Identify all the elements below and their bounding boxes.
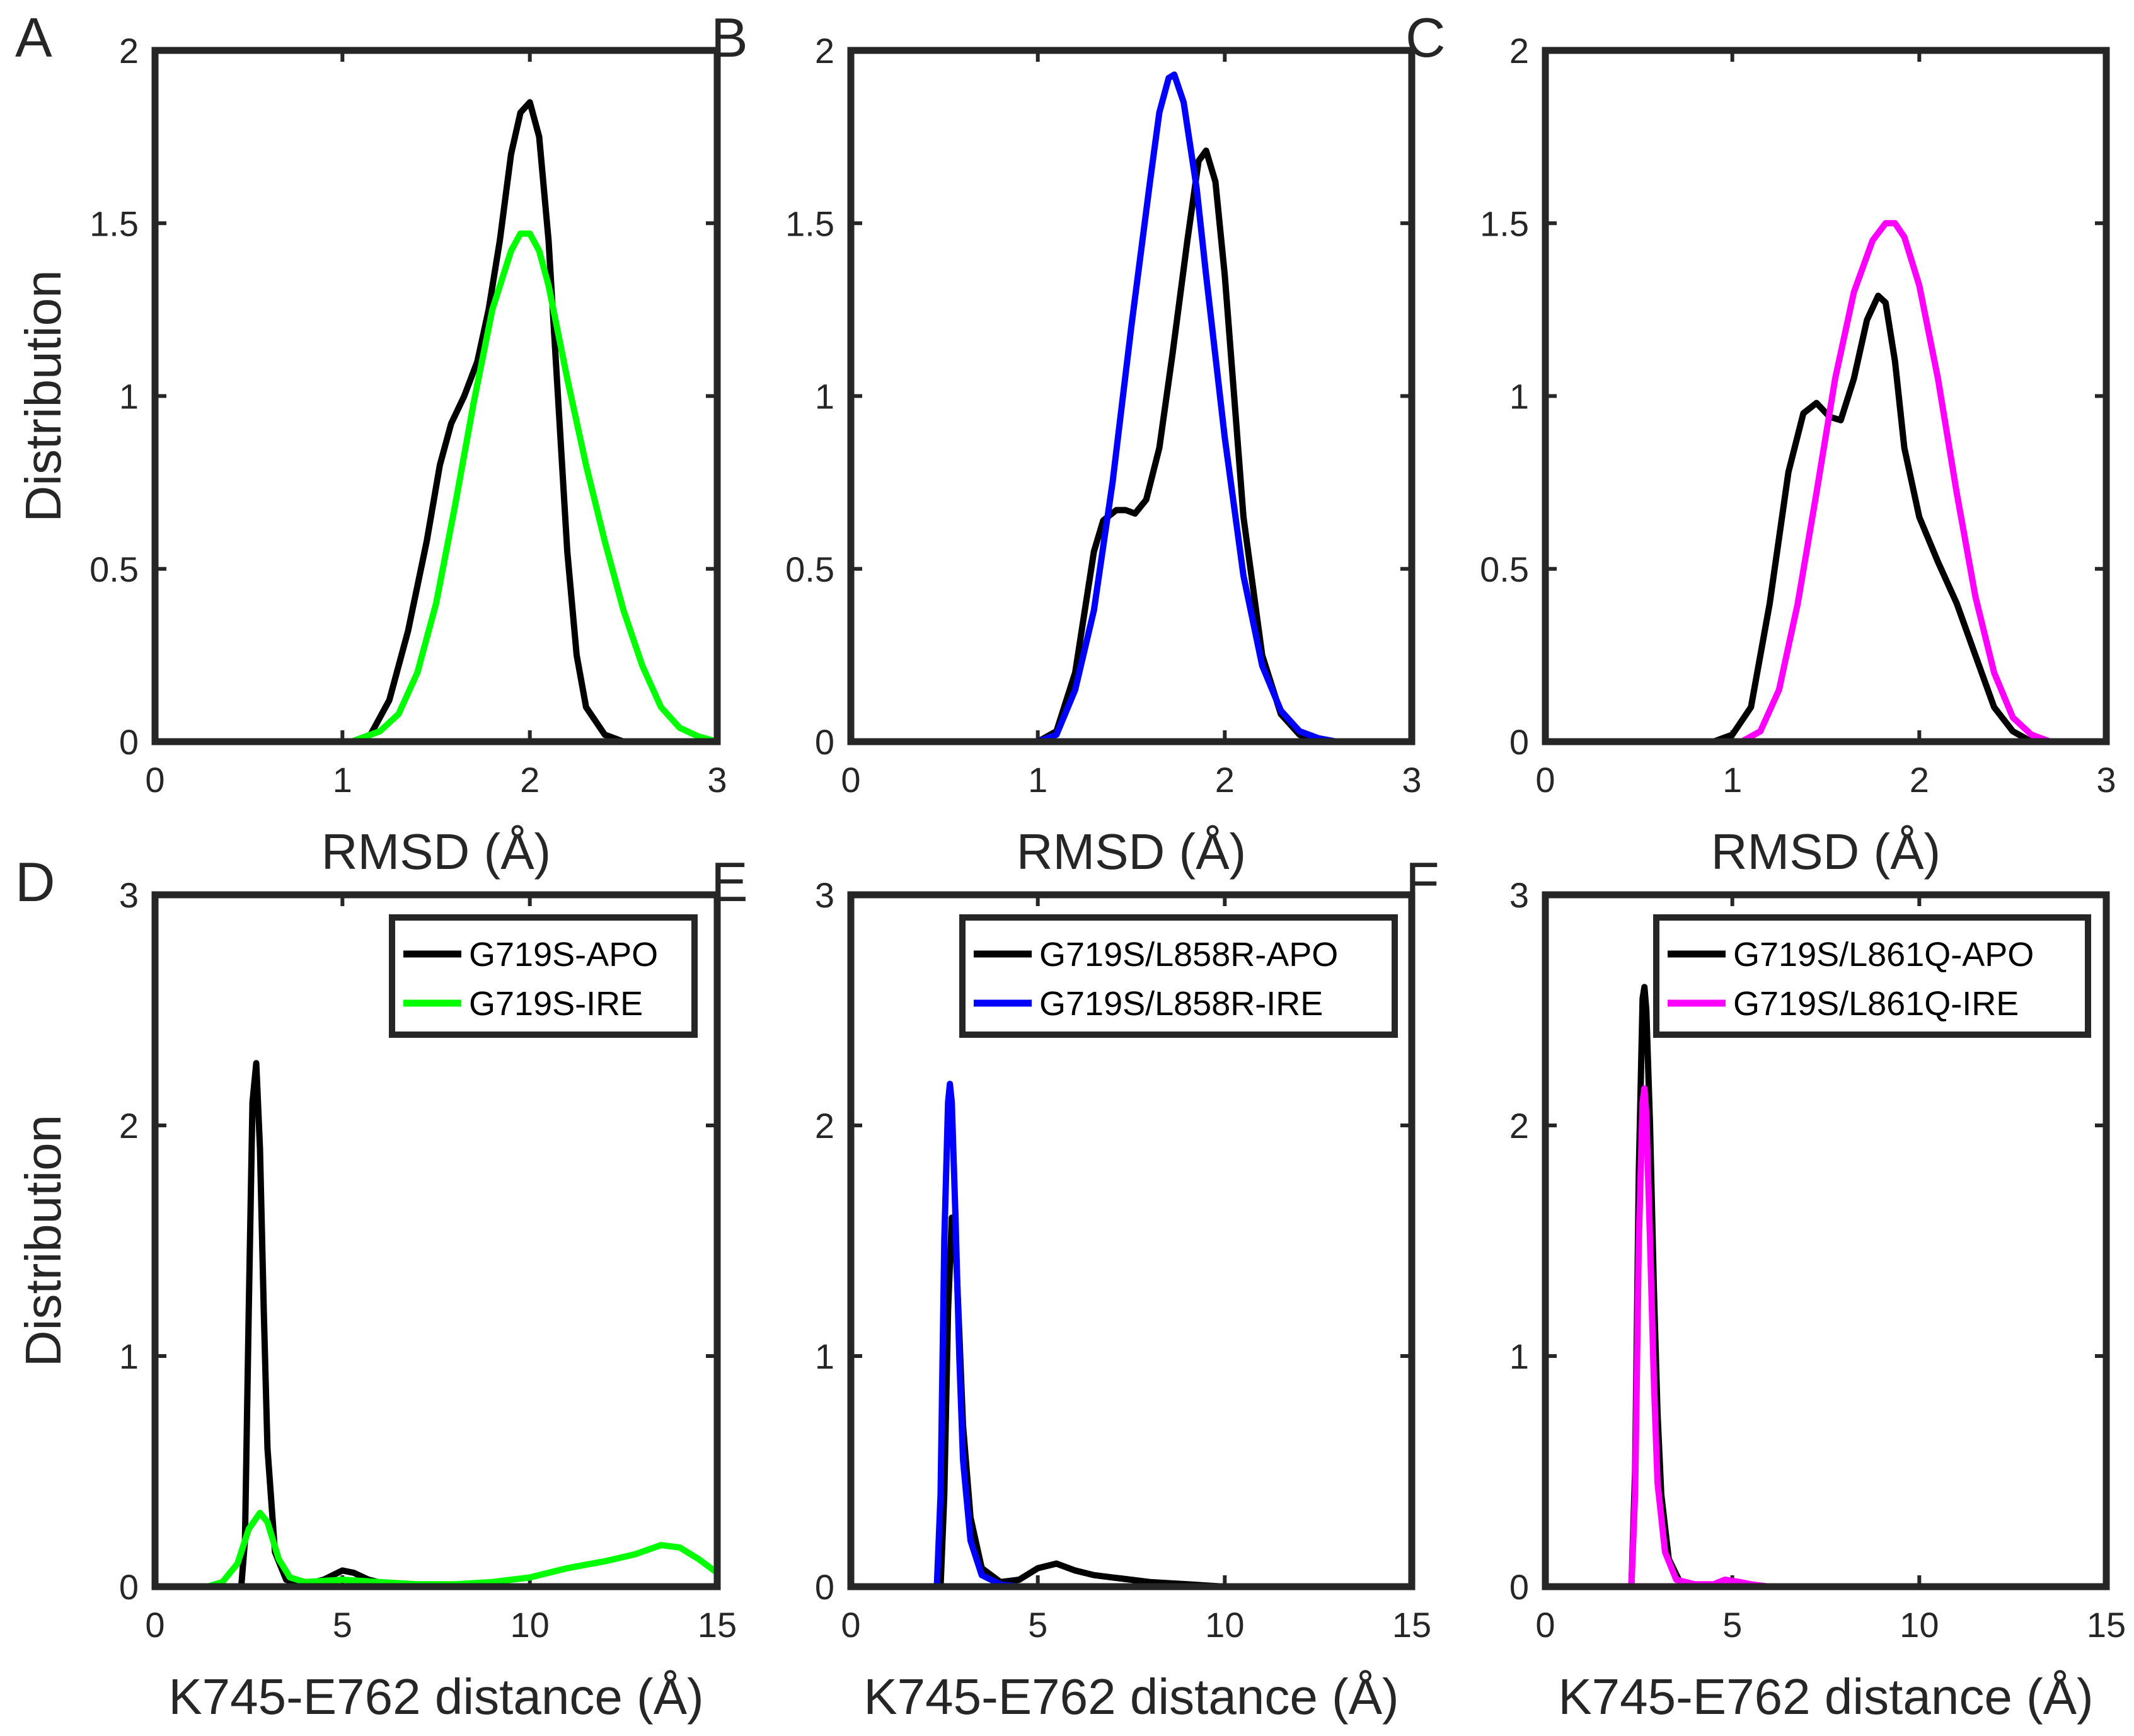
legend-box	[389, 914, 698, 1038]
x-tick-label: 15	[2087, 1605, 2126, 1645]
panel-B: 0 1 2 3 0 0.5 1 1.5 2 RMSD (Å) B	[711, 6, 1422, 880]
y-tick-label: 1	[119, 377, 139, 417]
axes-frame	[151, 891, 721, 1590]
y-tick-label: 2	[119, 31, 139, 71]
panel-F: 0 5 10 15 0 1 2 3 K745-E762 distance (Å) F G719S/L…	[1405, 851, 2126, 1725]
plot-area	[851, 50, 1412, 742]
y-tick-label: 2	[1509, 1106, 1529, 1146]
panel-D: 0 5 10 15 0 1 2 3 K745-E762 distance (Å) Distribu…	[15, 851, 737, 1725]
y-tick-label: 0	[119, 1567, 139, 1607]
axes-frame	[847, 47, 1416, 745]
y-tick-label: 1	[815, 1336, 834, 1376]
legend-box	[959, 914, 1398, 1038]
y-tick-label: 1	[119, 1336, 139, 1376]
y-tick-label: 2	[119, 1106, 139, 1146]
x-tick-label: 15	[1392, 1605, 1431, 1645]
x-tick-label: 10	[1900, 1605, 1939, 1645]
y-tick-label: 0	[1509, 722, 1529, 762]
x-tick-label: 1	[1722, 760, 1742, 800]
panel-label: E	[711, 851, 748, 913]
legend-box	[1653, 914, 2091, 1038]
legend-entry: G719S-APO	[469, 936, 658, 974]
y-tick-label: 3	[1509, 875, 1529, 915]
x-tick-label: 3	[2096, 760, 2116, 800]
y-tick-label: 0.5	[89, 549, 139, 589]
plot-area	[1545, 50, 2106, 742]
x-tick-label: 3	[707, 760, 727, 800]
x-tick-label: 3	[1402, 760, 1421, 800]
panel-label: D	[15, 851, 55, 913]
panel-A: 0 1 2 3 0 0.5 1 1.5 2 RMSD (Å) Distribution A	[15, 6, 727, 880]
x-tick-label: 0	[145, 1605, 164, 1645]
x-tick-label: 1	[333, 760, 352, 800]
x-tick-label: 0	[145, 760, 164, 800]
legend: G719S-APO G719S-IRE	[389, 914, 698, 1038]
x-tick-label: 5	[1028, 1605, 1047, 1645]
y-tick-label: 2	[815, 1106, 834, 1146]
legend-entry: G719S/L861Q-IRE	[1733, 985, 2019, 1023]
y-tick-label: 0	[1509, 1567, 1529, 1607]
axes-frame	[847, 891, 1416, 1590]
axes-frame	[1542, 47, 2110, 745]
x-tick-label: 0	[841, 1605, 860, 1645]
series-line-g719s-l861q-apo	[1710, 292, 2053, 745]
axes-frame	[151, 47, 721, 745]
y-tick-label: 0.5	[785, 549, 834, 589]
panel-label: B	[711, 6, 748, 69]
y-tick-label: 1.5	[785, 204, 834, 243]
x-tick-label: 15	[698, 1605, 737, 1645]
x-axis-title: RMSD (Å)	[1017, 824, 1246, 880]
series-line-g719s-l861q-ire	[1628, 1085, 1811, 1590]
panel-C: 0 1 2 3 0 0.5 1 1.5 2 RMSD (Å) C	[1405, 6, 2116, 880]
y-tick-label: 1.5	[1480, 204, 1529, 243]
plot-area	[155, 50, 717, 742]
y-tick-label: 3	[815, 875, 834, 915]
y-tick-label: 2	[815, 31, 834, 71]
y-tick-label: 1	[815, 377, 834, 417]
x-tick-label: 0	[841, 760, 860, 800]
y-tick-label: 2	[1509, 31, 1529, 71]
x-tick-label: 2	[520, 760, 539, 800]
x-tick-label: 10	[510, 1605, 550, 1645]
series-line-g719s-ire	[349, 230, 720, 745]
panel-label: C	[1405, 6, 1446, 69]
x-tick-label: 2	[1215, 760, 1235, 800]
x-axis-title: K745-E762 distance (Å)	[1558, 1669, 2093, 1725]
legend-entry: G719S/L858R-IRE	[1039, 985, 1323, 1023]
x-axis-title: K745-E762 distance (Å)	[863, 1669, 1399, 1725]
y-axis-title: Distribution	[15, 270, 71, 522]
y-tick-label: 1	[1509, 1336, 1529, 1376]
axes-frame	[1542, 891, 2110, 1590]
y-tick-label: 0	[815, 1567, 834, 1607]
panel-label: A	[15, 6, 52, 69]
x-tick-label: 0	[1535, 1605, 1555, 1645]
x-axis-title: K745-E762 distance (Å)	[168, 1669, 703, 1725]
x-tick-label: 2	[1910, 760, 1929, 800]
legend: G719S/L858R-APO G719S/L858R-IRE	[959, 914, 1398, 1038]
series-line-g719s-apo	[349, 99, 664, 745]
y-tick-label: 0.5	[1480, 549, 1529, 589]
legend-entry: G719S/L861Q-APO	[1733, 936, 2034, 974]
series-line-g719s-l858r-ire	[1034, 71, 1397, 745]
y-tick-label: 3	[119, 875, 139, 915]
y-tick-label: 1.5	[89, 204, 139, 243]
legend: G719S/L861Q-APO G719S/L861Q-IRE	[1653, 914, 2091, 1038]
y-tick-label: 1	[1509, 377, 1529, 417]
legend-entry: G719S-IRE	[469, 985, 643, 1023]
y-tick-label: 0	[119, 722, 139, 762]
panel-label: F	[1405, 851, 1439, 913]
x-axis-title: RMSD (Å)	[1711, 824, 1941, 880]
x-tick-label: 5	[1722, 1605, 1742, 1645]
y-axis-title: Distribution	[15, 1115, 71, 1367]
x-axis-title: RMSD (Å)	[321, 824, 551, 880]
x-tick-label: 10	[1205, 1605, 1244, 1645]
legend-entry: G719S/L858R-APO	[1039, 936, 1338, 974]
x-tick-label: 0	[1535, 760, 1555, 800]
x-tick-label: 5	[333, 1605, 352, 1645]
panel-E: 0 5 10 15 0 1 2 3 K745-E762 distance (Å) E G719S/L…	[711, 851, 1431, 1725]
y-tick-label: 0	[815, 722, 834, 762]
x-tick-label: 1	[1028, 760, 1047, 800]
series-line-g719s-l861q-ire	[1738, 220, 2109, 745]
